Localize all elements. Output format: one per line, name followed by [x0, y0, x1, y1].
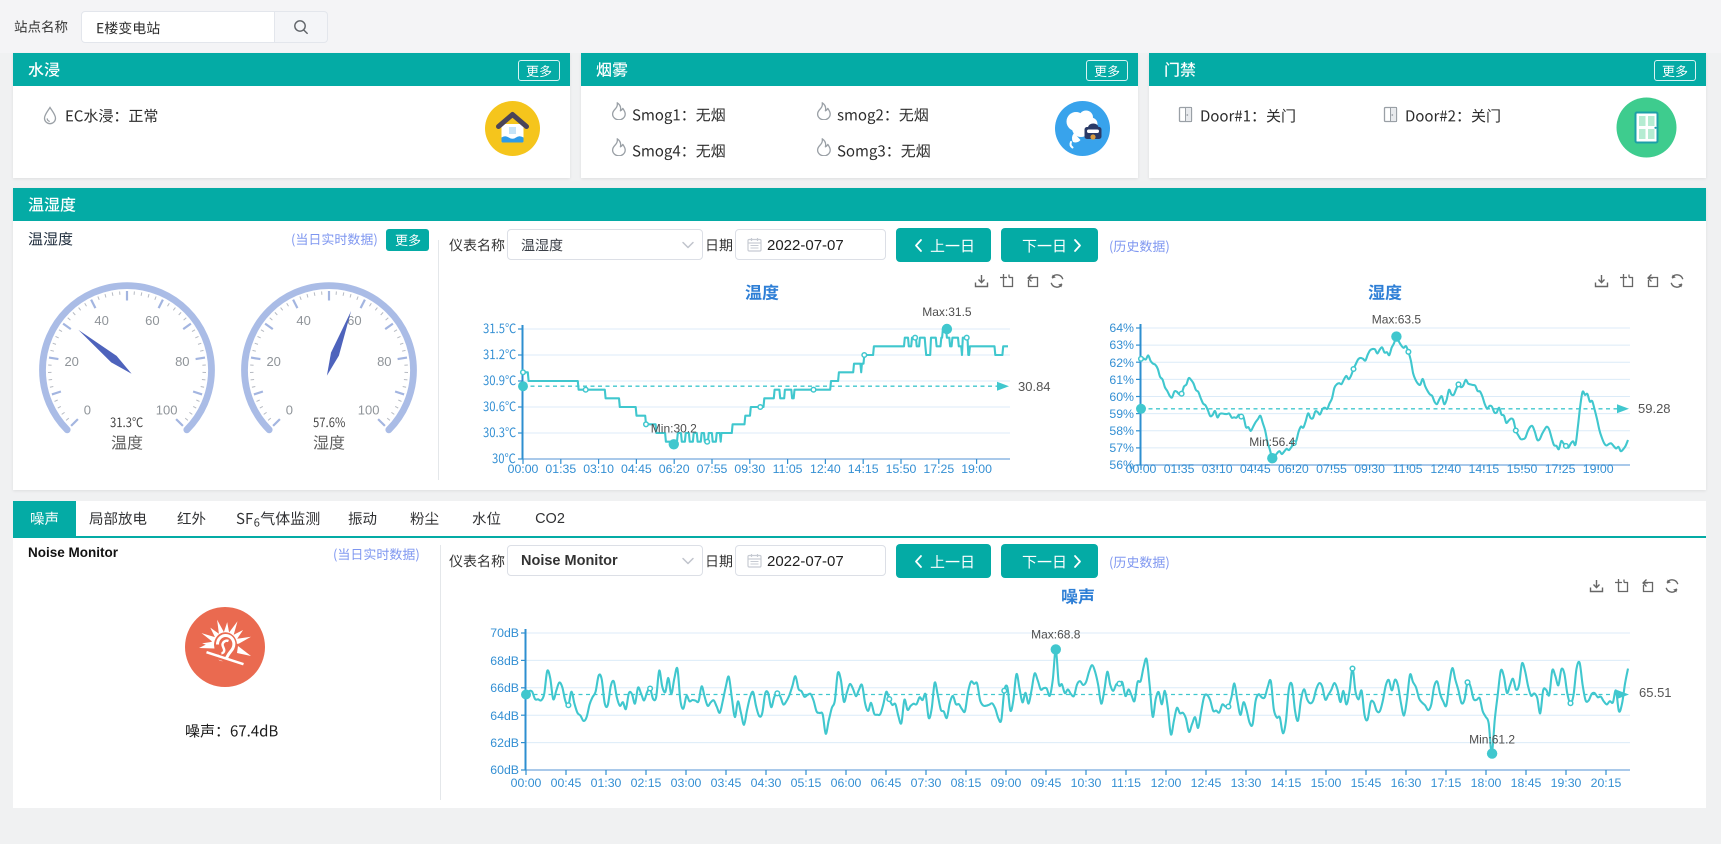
svg-text:0: 0 [84, 403, 91, 418]
svg-text:0: 0 [286, 403, 293, 418]
svg-text:Max:68.8: Max:68.8 [1031, 627, 1081, 641]
svg-text:80: 80 [377, 354, 391, 369]
svg-text:100: 100 [156, 403, 178, 418]
svg-text:80: 80 [175, 354, 189, 369]
svg-text:Max:63.5: Max:63.5 [1372, 313, 1422, 327]
svg-text:100: 100 [358, 403, 380, 418]
svg-text:Max:31.5: Max:31.5 [922, 305, 972, 319]
svg-text:Min:30.2: Min:30.2 [651, 421, 697, 435]
svg-text:40: 40 [94, 313, 108, 328]
svg-text:60: 60 [145, 313, 159, 328]
svg-text:Min:61.2: Min:61.2 [1469, 733, 1515, 747]
svg-text:Min:56.4: Min:56.4 [1249, 435, 1295, 449]
svg-text:40: 40 [296, 313, 310, 328]
svg-text:20: 20 [64, 354, 78, 369]
svg-text:60: 60 [347, 313, 361, 328]
svg-text:20: 20 [266, 354, 280, 369]
